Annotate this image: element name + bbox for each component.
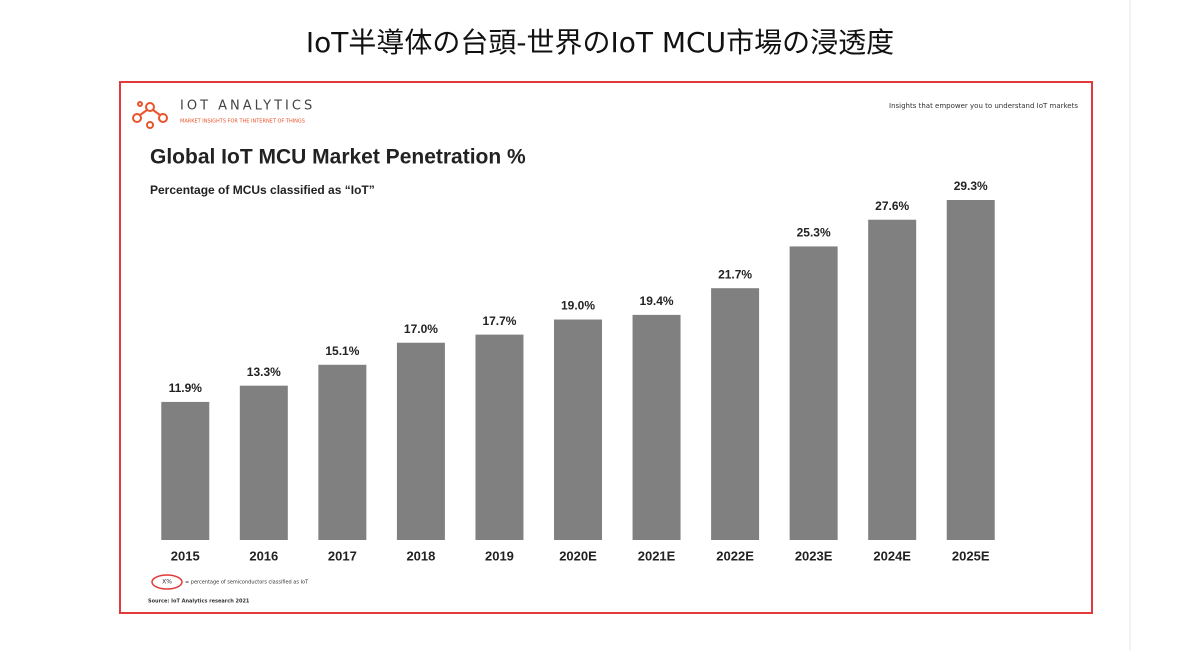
value-label: 19.0% [561, 299, 595, 313]
x-tick-label: 2023E [795, 548, 833, 563]
tagline: Insights that empower you to understand … [889, 102, 1078, 110]
bar [711, 288, 760, 540]
legend-symbol: X% [162, 579, 172, 586]
bar [475, 334, 524, 540]
bar [239, 385, 288, 540]
page-title: IoT半導体の台頭-世界のIoT MCU市場の浸透度 [306, 26, 894, 59]
x-tick-label: 2020E [559, 548, 597, 563]
x-tick-label: 2025E [952, 548, 990, 563]
bar [789, 246, 838, 540]
logo-icon [132, 101, 168, 129]
value-label: 25.3% [797, 226, 831, 240]
value-label: 27.6% [875, 199, 909, 213]
value-label: 19.4% [640, 294, 674, 308]
brand-tagline: MARKET INSIGHTS FOR THE INTERNET OF THIN… [180, 119, 305, 125]
x-tick-label: 2024E [873, 548, 911, 563]
bar [318, 364, 367, 540]
value-label: 17.7% [482, 314, 516, 328]
x-tick-label: 2017 [328, 548, 357, 563]
x-tick-label: 2015 [171, 548, 200, 563]
bar [396, 342, 445, 540]
brand: IOT ANALYTICS [180, 99, 315, 114]
value-label: 21.7% [718, 267, 752, 281]
value-label: 15.1% [325, 344, 359, 358]
bar [868, 219, 917, 540]
source: Source: IoT Analytics research 2021 [148, 599, 250, 605]
legend-text: = percentage of semiconductors classifie… [185, 580, 309, 586]
value-label: 13.3% [247, 365, 281, 379]
value-label: 11.9% [169, 381, 203, 395]
legend-circle [151, 574, 183, 590]
value-label: 17.0% [404, 322, 438, 336]
value-label: 29.3% [954, 179, 988, 193]
x-tick-label: 2016 [249, 548, 278, 563]
bar [554, 319, 602, 540]
bar [946, 200, 995, 540]
x-tick-label: 2019 [485, 548, 514, 563]
x-tick-label: 2018 [406, 548, 435, 563]
chart-title: Global IoT MCU Market Penetration % [150, 146, 526, 169]
bar [632, 314, 681, 540]
x-tick-label: 2022E [716, 548, 754, 563]
x-tick-label: 2021E [638, 548, 676, 563]
bar [161, 401, 210, 540]
chart-subtitle: Percentage of MCUs classified as “IoT” [150, 183, 375, 197]
